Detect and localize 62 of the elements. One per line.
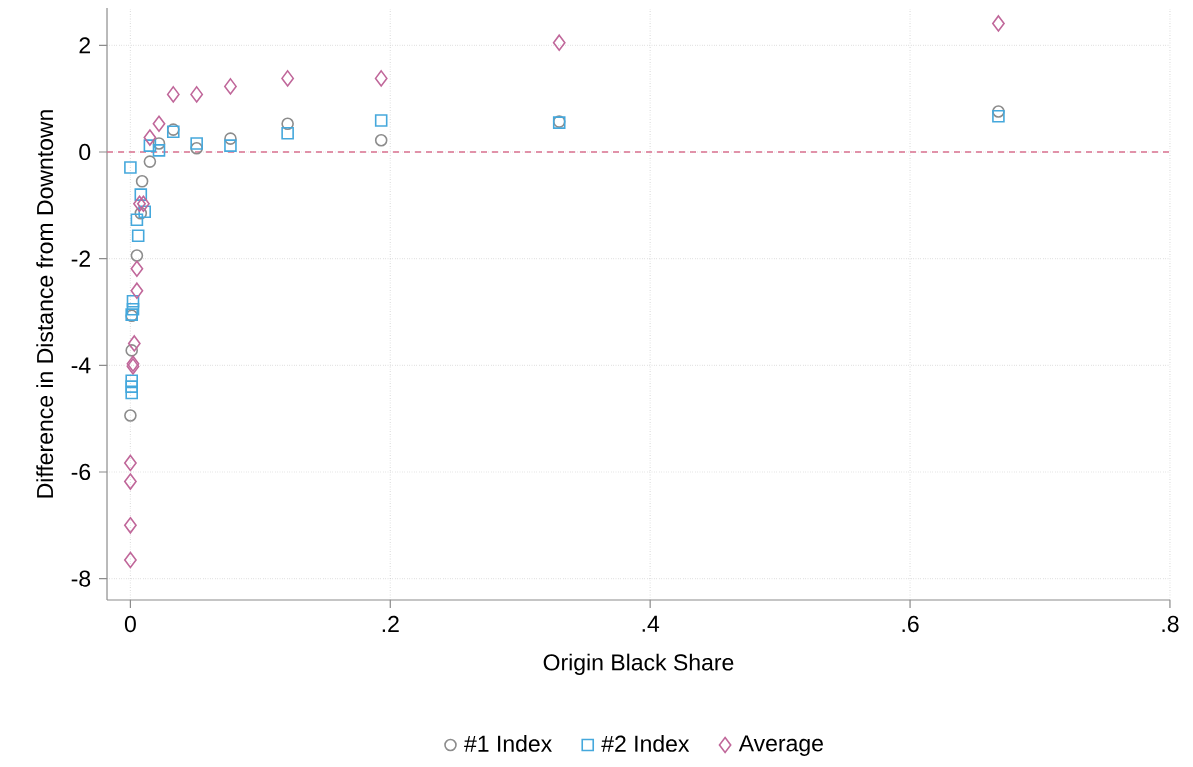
point xyxy=(133,195,146,213)
point xyxy=(134,207,148,220)
point xyxy=(130,249,144,262)
point xyxy=(224,132,237,145)
point xyxy=(125,386,138,400)
point xyxy=(126,295,140,308)
point xyxy=(143,139,157,152)
point xyxy=(127,335,141,352)
point xyxy=(130,282,144,299)
point xyxy=(143,155,157,168)
point xyxy=(374,133,388,147)
point xyxy=(166,86,180,103)
point xyxy=(224,78,237,95)
point xyxy=(152,137,166,150)
point xyxy=(374,114,388,127)
point xyxy=(134,188,148,201)
point xyxy=(123,473,137,490)
point xyxy=(138,205,151,219)
point xyxy=(143,129,157,146)
point xyxy=(281,117,294,131)
x-tick-label: 0 xyxy=(124,615,136,633)
point xyxy=(136,195,150,213)
point xyxy=(190,141,203,155)
point xyxy=(552,34,566,51)
y-axis-title: Difference in Distance from Downtown xyxy=(36,110,54,498)
point xyxy=(152,115,166,133)
point xyxy=(123,517,137,534)
point xyxy=(152,144,166,157)
y-tick-label: 0 xyxy=(79,143,91,161)
x-axis-title: Origin Black Share xyxy=(543,653,734,676)
point xyxy=(131,229,145,243)
point xyxy=(123,454,137,472)
point xyxy=(125,344,138,357)
point xyxy=(190,137,203,150)
x-tick-label: .6 xyxy=(902,615,919,633)
x-tick-label: .8 xyxy=(1162,615,1179,633)
point xyxy=(124,161,137,174)
y-tick-label: -6 xyxy=(71,463,91,481)
y-tick-label: -2 xyxy=(71,250,90,267)
y-tick-label: 2 xyxy=(79,37,90,54)
legend-label: #1 Index xyxy=(464,734,552,752)
point xyxy=(190,86,204,103)
point xyxy=(123,551,137,569)
y-tick-label: -8 xyxy=(71,570,91,587)
point xyxy=(224,139,237,152)
point xyxy=(135,175,149,188)
point xyxy=(130,213,144,227)
x-tick-label: .4 xyxy=(642,615,660,632)
point xyxy=(281,70,295,87)
point xyxy=(125,374,138,388)
x-tick-label: .2 xyxy=(382,615,399,632)
legend-label: Average xyxy=(738,735,823,756)
point xyxy=(126,303,140,316)
y-tick-label: -4 xyxy=(71,357,91,374)
point xyxy=(992,105,1005,118)
point xyxy=(992,109,1005,123)
point xyxy=(374,70,388,87)
point xyxy=(124,409,137,422)
legend-label: #2 Index xyxy=(601,734,690,752)
point xyxy=(992,15,1005,32)
point xyxy=(281,127,294,140)
point xyxy=(130,260,144,278)
